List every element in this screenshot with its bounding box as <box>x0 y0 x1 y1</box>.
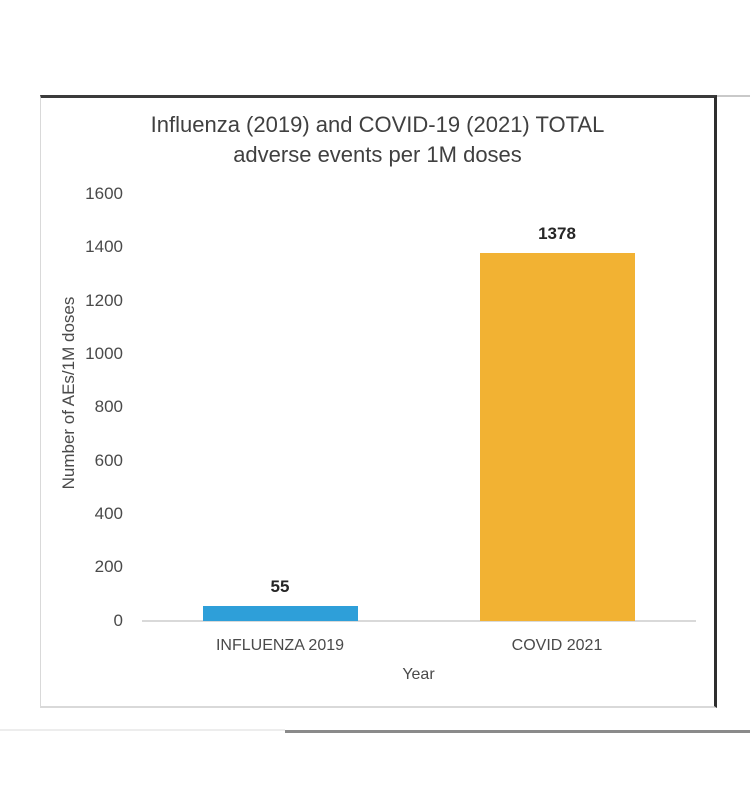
bottom-rule-light <box>0 729 285 731</box>
y-tick-label-600: 600 <box>94 450 123 470</box>
data-label-influenza-2019: 55 <box>270 577 290 597</box>
y-tick-label-1400: 1400 <box>85 237 123 257</box>
x-category-label-influenza-2019: INFLUENZA 2019 <box>215 637 345 654</box>
chart-title-line1: Influenza (2019) and COVID-19 (2021) TOT… <box>150 112 605 137</box>
bottom-rule-dark <box>285 730 750 733</box>
chart-frame: Influenza (2019) and COVID-19 (2021) TOT… <box>40 95 717 708</box>
y-tick-label-400: 400 <box>94 504 123 524</box>
chart-title-line2: adverse events per 1M doses <box>233 142 522 167</box>
y-tick-label-200: 200 <box>94 557 123 577</box>
y-tick-label-800: 800 <box>94 397 123 417</box>
chart-title: Influenza (2019) and COVID-19 (2021) TOT… <box>41 110 714 170</box>
y-tick-label-1000: 1000 <box>85 343 123 363</box>
x-category-label-covid-2021: COVID 2021 <box>511 637 603 654</box>
frame-top-extension-line <box>717 95 750 97</box>
x-axis-title: Year <box>402 666 435 683</box>
bar-covid-2021 <box>479 253 635 621</box>
x-axis-line <box>141 619 696 622</box>
y-tick-label-1600: 1600 <box>85 183 123 203</box>
y-tick-label-1200: 1200 <box>85 290 123 310</box>
y-tick-label-0: 0 <box>113 610 123 630</box>
bar-influenza-2019 <box>202 606 358 621</box>
data-label-covid-2021: 1378 <box>538 224 576 244</box>
